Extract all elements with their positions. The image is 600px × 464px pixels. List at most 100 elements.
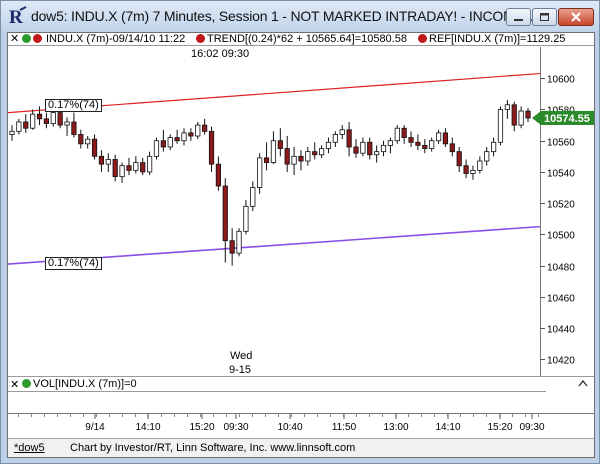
candle-body [387, 140, 394, 146]
ref-dot [418, 34, 427, 43]
candle-body [456, 151, 462, 167]
candle-body [78, 134, 84, 145]
candle-body [91, 138, 98, 157]
candlesticks [9, 100, 531, 266]
close-icon [571, 12, 581, 22]
candle-body [325, 141, 332, 149]
price-tick-label: 10480 [547, 263, 575, 274]
ref-dot-icon [418, 33, 427, 46]
volume-label: VOL[INDU.X (7m)]=0 [33, 378, 137, 390]
time-tick-label: 11:50 [332, 422, 357, 433]
candle-body [119, 165, 125, 178]
candle-body [126, 165, 132, 171]
candle-body [463, 165, 469, 174]
last-price-tag: 10574.55 [544, 113, 590, 125]
candle-body [435, 132, 442, 142]
ref-label: REF[INDU.X (7m)]=1129.25 [429, 33, 566, 45]
price-tick-label: 10600 [547, 75, 575, 86]
candle-body [511, 104, 517, 126]
price-tag-arrow [532, 110, 541, 125]
candle-body [408, 137, 414, 143]
chart-window-content: ✕ INDU.X (7m)-09/14/10 11:22 TREND[(0.24… [7, 32, 595, 458]
maximize-button[interactable] [532, 8, 557, 26]
time-tick-label: 13:00 [383, 422, 408, 433]
candle-body [477, 160, 483, 171]
candle-body [484, 151, 490, 162]
close-button[interactable] [558, 8, 594, 26]
candle-body [174, 137, 180, 142]
investor-rt-logo-icon: R [9, 6, 27, 26]
candle-body [277, 140, 283, 149]
time-tick-label: 14:10 [135, 422, 160, 433]
lower-channel-label: 0.17%(74) [45, 257, 102, 270]
candle-body [153, 140, 160, 157]
trend-dot [196, 34, 205, 43]
minimize-button[interactable] [506, 8, 531, 26]
candle-body [353, 146, 359, 154]
candle-body [470, 169, 476, 174]
price-tick-label: 10560 [547, 138, 575, 149]
candle-body [504, 104, 510, 110]
candle-body [181, 132, 187, 142]
candle-body [98, 155, 105, 165]
candle-body [167, 137, 173, 148]
candle-body [263, 157, 270, 163]
candle-body [243, 205, 249, 232]
minimize-icon [514, 19, 523, 21]
candle-body [215, 163, 221, 187]
candle-body [112, 159, 118, 178]
candle-body [367, 141, 373, 156]
candle-body [85, 138, 91, 145]
candle-body [195, 124, 201, 137]
candle-body [442, 132, 449, 145]
candle-body [360, 141, 366, 154]
candle-body [374, 151, 380, 156]
candle-body [305, 151, 311, 162]
candle-body [401, 127, 407, 138]
candle-body [202, 124, 208, 132]
price-tick-label: 10520 [547, 200, 575, 211]
svg-text:R: R [9, 7, 23, 26]
status-bar: *dow5 Chart by Investor/RT, Linn Softwar… [8, 438, 594, 457]
trend-dot-icon [196, 33, 205, 46]
plot-area [8, 47, 541, 376]
volume-panel-header: ✕ VOL[INDU.X (7m)]=0 [8, 376, 594, 391]
volume-dot [22, 379, 31, 388]
time-tick-label: 09:30 [519, 422, 544, 433]
time-tick-label: 09:30 [223, 422, 248, 433]
time-tick-label: 14:10 [435, 422, 460, 433]
candle-body [23, 121, 29, 129]
volume-panel [8, 391, 546, 413]
status-dot-green-icon [22, 33, 31, 46]
credit-text: Chart by Investor/RT, Linn Software, Inc… [70, 442, 356, 454]
close-pane-icon[interactable]: ✕ [10, 33, 20, 45]
candle-body [284, 148, 290, 165]
status-dot-red-icon [33, 33, 42, 46]
symbol-label: INDU.X (7m)-09/14/10 11:22 [46, 33, 186, 45]
chart-tab[interactable]: *dow5 [14, 442, 45, 454]
price-chart[interactable]: 10420 10440 10460 10480 10500 10520 10540 10560… [8, 47, 594, 376]
price-tick-label: 10540 [547, 169, 575, 180]
day-weekday-label: Wed [230, 350, 252, 362]
candle-body [380, 145, 387, 153]
candle-body [291, 155, 297, 165]
title-bar[interactable]: R dow5: INDU.X (7m) 7 Minutes, Session 1… [1, 1, 599, 31]
price-tick-label: 10500 [547, 231, 575, 242]
time-axis-ticks: 9/14 14:10 15:20 09:30 10:40 11:50 13:00 14:10 1… [18, 414, 545, 433]
candle-body [394, 127, 400, 142]
candle-body [9, 130, 15, 135]
candle-body [250, 187, 256, 207]
candle-body [36, 113, 43, 120]
candle-body [270, 140, 277, 163]
plot-background [8, 47, 540, 375]
price-tag-box [541, 110, 594, 125]
candle-body [518, 110, 524, 126]
candle-body [525, 110, 531, 119]
day-date-label: 9-15 [229, 364, 251, 376]
close-volume-icon[interactable]: ✕ [10, 379, 20, 391]
red-dot [33, 34, 42, 43]
chart-header: ✕ INDU.X (7m)-09/14/10 11:22 TREND[(0.24… [8, 33, 594, 46]
scroll-up-icon[interactable] [578, 379, 588, 389]
candle-body [30, 113, 36, 129]
